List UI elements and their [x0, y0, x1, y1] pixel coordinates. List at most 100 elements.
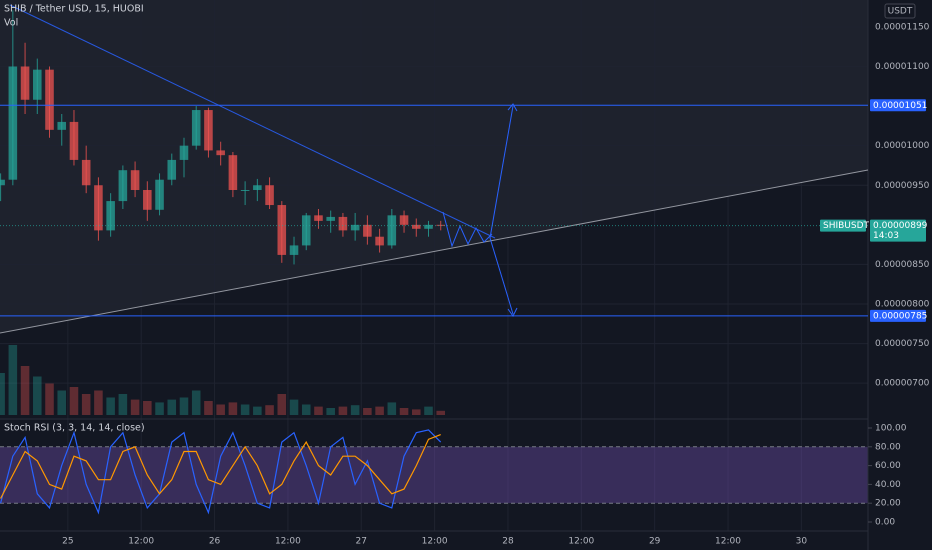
candle-body [277, 205, 287, 255]
y-tick-label: 0.00001100 [875, 62, 930, 72]
down-arrow [489, 237, 514, 315]
volume-bar [253, 406, 262, 415]
last-price-box [870, 219, 926, 242]
candle-body [130, 170, 140, 190]
zigzag-projection [442, 211, 493, 248]
stoch-line [0, 429, 442, 515]
volume-bar [363, 408, 372, 415]
candle-body [326, 216, 335, 221]
volume-bar [179, 397, 189, 415]
x-tick-label: 27 [356, 537, 367, 547]
candle-body [20, 66, 30, 100]
y-tick-label: 0.00 [875, 518, 895, 528]
volume-bar [436, 410, 446, 415]
volume-bar [216, 404, 225, 415]
resistance-trendline [9, 4, 496, 239]
volume-bar [277, 394, 287, 415]
volume-bar [0, 373, 5, 415]
candle-body [436, 224, 446, 226]
currency-box[interactable] [884, 3, 916, 19]
x-tick-label: 12:00 [128, 537, 154, 547]
level-label-box [870, 99, 926, 112]
y-tick-label: 0.00000950 [875, 181, 930, 191]
candle-body [167, 159, 177, 180]
y-tick-label: 60.00 [875, 461, 901, 471]
symbol-box [820, 219, 866, 232]
candle-body [301, 215, 311, 246]
volume-bar [289, 399, 299, 415]
volume-bar [45, 383, 54, 415]
volume-bar [130, 399, 140, 415]
candle-body [0, 179, 5, 186]
candle-body [289, 245, 299, 255]
candle-body [387, 215, 397, 246]
volume-bar [155, 402, 164, 415]
candle-body [375, 236, 384, 246]
x-tick-label: 12:00 [568, 537, 594, 547]
up-arrow-head [507, 103, 518, 112]
x-tick-label: 12:00 [715, 537, 741, 547]
candle-body [81, 159, 91, 186]
candle-body [253, 185, 262, 190]
volume-bar [375, 406, 384, 415]
candle-body [216, 150, 225, 156]
level-label: 0.00001051 [873, 101, 927, 111]
x-tick-label: 30 [796, 537, 808, 547]
volume-bar [94, 390, 103, 415]
y-tick-label: 20.00 [875, 499, 901, 509]
candle-body [8, 66, 18, 180]
currency[interactable]: USDT [888, 7, 913, 17]
candle-body [363, 224, 372, 237]
volume-bar [106, 397, 115, 415]
stoch-band [0, 446, 868, 504]
candle-body [338, 216, 348, 231]
volume-bar [57, 390, 67, 415]
volume-bar [81, 394, 91, 415]
candle-body [424, 224, 433, 229]
volume-bar [338, 406, 348, 415]
volume-bar [118, 394, 128, 415]
x-tick-label: 12:00 [422, 537, 448, 547]
stoch-label: Stoch RSI (3, 3, 14, 14, close) [4, 423, 145, 434]
y-tick-label: 80.00 [875, 442, 901, 452]
candle-body [143, 190, 152, 210]
candle-body [204, 110, 213, 151]
volume-bar [424, 406, 433, 415]
x-tick-label: 12:00 [275, 537, 301, 547]
y-tick-label: 0.00000700 [875, 379, 930, 389]
volume-bar [204, 401, 213, 415]
volume-bar [20, 366, 30, 415]
candle-body [33, 69, 42, 100]
volume-bar [143, 401, 152, 415]
symbol-label: SHIBUSDT [823, 221, 870, 231]
upper-region [0, 0, 868, 333]
volume-bar [301, 404, 311, 415]
candle-body [314, 215, 323, 221]
candle-body [45, 69, 54, 130]
candle-body [118, 170, 128, 202]
y-tick-label: 0.00000850 [875, 260, 930, 270]
y-tick-label: 0.00000750 [875, 339, 930, 349]
stoch-line [0, 434, 441, 499]
candle-body [191, 110, 201, 146]
volume-bar [265, 405, 274, 415]
candle-body [240, 190, 250, 191]
candle-body [265, 185, 274, 206]
volume-bar [228, 402, 238, 415]
x-tick-label: 29 [649, 537, 661, 547]
candle-body [155, 179, 164, 210]
level-label: 0.00000785 [873, 311, 927, 321]
x-tick-label: 25 [62, 537, 73, 547]
candle-body [57, 121, 67, 130]
last-price-label: 0.00000899 [873, 221, 928, 231]
support-trendline [0, 169, 869, 334]
volume-bar [350, 405, 360, 415]
volume-bar [240, 404, 250, 415]
x-tick-label: 26 [209, 537, 221, 547]
candle-body [399, 215, 409, 225]
volume-bar [69, 387, 79, 415]
y-tick-label: 0.00000800 [875, 300, 930, 310]
countdown-label: 14:03 [873, 231, 899, 241]
volume-bar [191, 390, 201, 415]
